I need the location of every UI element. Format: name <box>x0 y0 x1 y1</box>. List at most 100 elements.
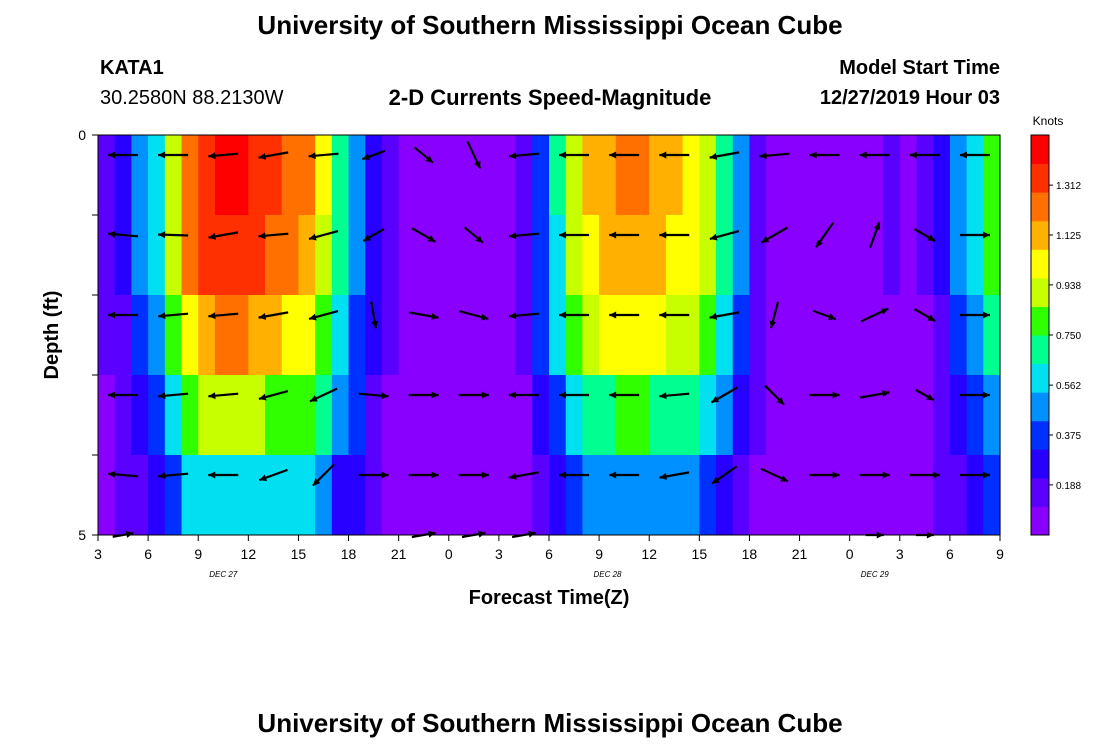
heatmap-cell <box>348 455 366 535</box>
vector-head <box>309 395 318 402</box>
vector-head <box>208 232 217 240</box>
vector-head <box>431 471 439 479</box>
heatmap-cell <box>415 215 433 295</box>
footer-title: University of Southern Mississippi Ocean… <box>257 708 843 738</box>
vector-head <box>480 313 489 321</box>
heatmap-cell <box>933 375 951 455</box>
heatmap-cell <box>983 455 1001 535</box>
heatmap-cell <box>816 295 834 375</box>
heatmap-cell <box>983 375 1001 455</box>
heatmap-cell <box>699 455 717 535</box>
heatmap-cell <box>949 375 968 455</box>
heatmap-cell <box>98 135 116 215</box>
heatmap-cell <box>365 375 383 455</box>
heatmap-cell <box>632 215 650 295</box>
vector-head <box>659 231 667 239</box>
heatmap-cell <box>665 375 684 455</box>
heatmap-cell <box>665 215 684 295</box>
heatmap-cell <box>716 135 734 215</box>
vector-head <box>881 390 890 398</box>
heatmap-cell <box>832 455 851 535</box>
heatmap-cell <box>532 135 550 215</box>
current-vector <box>208 312 239 320</box>
heatmap-cell <box>649 215 667 295</box>
vector-head <box>659 392 667 400</box>
current-vector <box>709 311 740 320</box>
heatmap-cell <box>866 135 884 215</box>
heatmap-cell <box>315 135 333 215</box>
heatmap-cell <box>832 375 851 455</box>
heatmap-cell <box>532 375 550 455</box>
heatmap-cell <box>131 135 149 215</box>
heatmap-cell <box>816 455 834 535</box>
vector-head <box>761 235 770 243</box>
vector-head <box>108 311 116 319</box>
vector-head <box>609 231 617 239</box>
heatmap-cell <box>498 215 517 295</box>
x-tick-label: 9 <box>996 546 1004 562</box>
heatmap-cell <box>632 375 650 455</box>
vector-head <box>125 530 134 538</box>
heatmap-cell <box>214 295 233 375</box>
vector-head <box>258 152 267 160</box>
heatmap-cell <box>699 135 717 215</box>
heatmap-cell <box>565 215 584 295</box>
vector-head <box>882 471 890 479</box>
vector-head <box>711 395 720 403</box>
current-vector <box>809 471 840 479</box>
heatmap-cell <box>432 295 450 375</box>
heatmap-cell <box>398 455 416 535</box>
heatmap-cell <box>415 295 433 375</box>
heatmap-cell <box>816 375 834 455</box>
current-vector <box>308 152 339 160</box>
heatmap-cell <box>799 455 817 535</box>
current-vector <box>759 152 790 160</box>
heatmap-cell <box>782 295 801 375</box>
heatmap-cell <box>298 135 316 215</box>
current-vector <box>508 152 539 160</box>
x-tick-label: 21 <box>792 546 808 562</box>
colorbar-title: Knots <box>1033 114 1064 128</box>
current-vector <box>659 392 690 400</box>
heatmap-cell <box>281 215 300 295</box>
heatmap-cell <box>782 455 801 535</box>
vector-head <box>309 313 317 321</box>
heatmap-cell <box>448 295 467 375</box>
current-vector <box>959 231 990 239</box>
heatmap-cell <box>732 135 751 215</box>
heatmap-cell <box>883 135 901 215</box>
vector-head <box>712 476 720 484</box>
heatmap-cell <box>766 135 784 215</box>
current-vector <box>859 151 890 159</box>
current-vector <box>609 471 640 479</box>
heatmap-cell <box>632 135 650 215</box>
heatmap-cell <box>832 215 851 295</box>
vector-head <box>208 152 216 160</box>
heatmap-cell <box>298 215 316 295</box>
heatmap-cell <box>615 215 634 295</box>
heatmap-cell <box>214 215 233 295</box>
heatmap-cell <box>198 215 216 295</box>
vector-head <box>259 474 268 482</box>
heatmap-cell <box>482 375 500 455</box>
heatmap-cell <box>181 375 199 455</box>
heatmap-cell <box>782 375 801 455</box>
current-vector <box>769 301 780 329</box>
heatmap-cell <box>448 375 467 455</box>
heatmap-cell <box>966 455 984 535</box>
heatmap-cell <box>966 295 984 375</box>
heatmap-cell <box>248 375 266 455</box>
vector-head <box>926 393 934 401</box>
heatmap-cell <box>315 215 333 295</box>
x-tick-label: 18 <box>341 546 357 562</box>
current-vector <box>108 230 139 238</box>
vector-head <box>363 234 372 241</box>
heatmap-cell <box>749 455 767 535</box>
heatmap-cell <box>398 375 416 455</box>
vector-head <box>759 152 767 160</box>
heatmap-cell <box>732 295 751 375</box>
heatmap-cell <box>315 295 333 375</box>
heatmap-cell <box>582 455 600 535</box>
x-tick-label: 0 <box>846 546 854 562</box>
vector-head <box>381 392 389 400</box>
